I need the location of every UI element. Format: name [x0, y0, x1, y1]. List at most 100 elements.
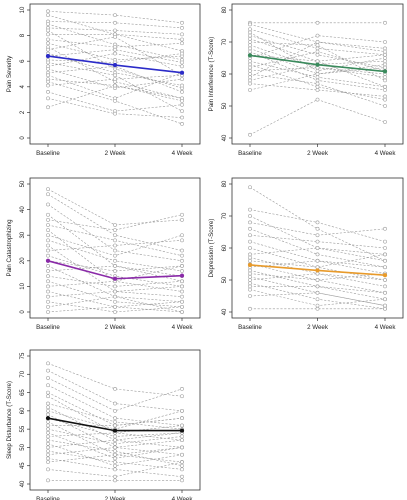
individual-point	[113, 478, 117, 483]
x-tick-label: 4 Week	[172, 324, 194, 331]
y-tick-label: 55	[20, 425, 26, 432]
individual-point	[46, 96, 50, 101]
individual-point	[180, 284, 184, 289]
individual-point	[180, 90, 184, 94]
individual-point	[180, 32, 184, 37]
individual-line	[47, 421, 183, 463]
individual-point	[113, 460, 117, 464]
individual-point	[248, 40, 252, 44]
individual-point	[46, 279, 50, 284]
y-tick-label: 0	[20, 310, 26, 314]
individual-point	[113, 474, 117, 479]
individual-point	[46, 434, 50, 439]
individual-point	[113, 456, 117, 461]
individual-point	[46, 419, 50, 424]
individual-point	[46, 445, 50, 450]
individual-point	[113, 77, 117, 81]
individual-point	[46, 238, 50, 243]
individual-point	[113, 258, 117, 263]
individual-point	[46, 32, 50, 37]
individual-point	[113, 387, 117, 391]
individual-line	[47, 66, 183, 93]
x-tick-label: 2 Week	[307, 150, 329, 157]
individual-point	[113, 305, 117, 309]
y-tick-label: 70	[20, 370, 26, 377]
individual-line	[249, 73, 386, 107]
individual-line	[47, 363, 183, 397]
individual-point	[248, 81, 252, 86]
individual-point	[315, 252, 320, 257]
chart-panel-3: 0 10 20 30 40 50 Baseline 2 Week 4 Week Pain Cata…	[6, 177, 201, 331]
y-tick-label: 50	[222, 102, 228, 109]
individual-point	[46, 73, 50, 78]
individual-point	[113, 441, 117, 446]
individual-point	[248, 233, 252, 238]
y-tick-label: 80	[222, 6, 228, 13]
individual-line	[47, 425, 183, 437]
y-tick-label: 65	[20, 389, 26, 396]
individual-point	[315, 297, 320, 302]
individual-line	[47, 240, 183, 251]
individual-point	[315, 49, 320, 54]
individual-point	[383, 94, 387, 99]
individual-point	[315, 220, 320, 225]
individual-point	[383, 246, 387, 250]
individual-point	[180, 467, 184, 472]
chart-panel-5: 40 45 50 55 60 65 70 75 Baseline 2 Week 4 Week Slee…	[6, 349, 201, 500]
x-tick-label: 4 Week	[375, 324, 397, 331]
y-tick-label: 80	[222, 180, 228, 187]
individual-point	[46, 441, 50, 446]
individual-point	[180, 212, 184, 217]
individual-point	[46, 394, 50, 399]
individual-point	[46, 449, 50, 453]
individual-point	[46, 269, 50, 273]
y-axis-title: Pain Severity	[6, 55, 13, 92]
individual-line	[48, 417, 183, 426]
individual-point	[180, 460, 184, 464]
individual-point	[180, 253, 184, 258]
individual-point	[248, 75, 252, 80]
individual-point	[315, 52, 320, 57]
individual-point	[383, 56, 387, 60]
individual-point	[46, 294, 50, 299]
individual-point	[248, 27, 252, 32]
individual-point	[315, 290, 320, 295]
individual-point	[113, 264, 117, 268]
individual-point	[113, 243, 117, 248]
individual-point	[46, 223, 50, 227]
individual-point	[46, 412, 50, 417]
x-tick-label: 2 Week	[105, 324, 127, 331]
individual-point	[113, 47, 117, 52]
y-tick-label: 50	[20, 180, 26, 187]
individual-point	[248, 78, 252, 83]
y-tick-label: 0	[20, 136, 26, 140]
individual-point	[315, 40, 320, 44]
mean-point	[247, 262, 253, 268]
individual-point	[46, 37, 50, 42]
individual-point	[180, 299, 184, 304]
individual-point	[46, 217, 50, 222]
individual-point	[315, 78, 320, 83]
individual-point	[383, 278, 387, 282]
individual-point	[383, 78, 387, 83]
chart-panel-4: 40 50 60 70 80 Baseline 2 Week 4 Week Depression…	[208, 177, 404, 331]
individual-point	[315, 68, 320, 73]
individual-point	[46, 67, 50, 71]
individual-point	[248, 258, 252, 263]
individual-point	[113, 416, 117, 421]
individual-point	[46, 456, 50, 461]
individual-point	[248, 255, 252, 260]
individual-point	[248, 65, 252, 70]
individual-point	[315, 233, 320, 238]
individual-line	[47, 53, 183, 63]
y-tick-label: 30	[20, 231, 26, 238]
individual-point	[113, 463, 117, 468]
individual-point	[180, 438, 184, 442]
y-tick-label: 20	[20, 257, 26, 264]
individual-point	[180, 115, 184, 120]
individual-line	[249, 99, 386, 136]
mean-point	[45, 53, 51, 59]
individual-point	[113, 269, 117, 273]
individual-point	[180, 20, 184, 25]
individual-point	[248, 220, 252, 225]
